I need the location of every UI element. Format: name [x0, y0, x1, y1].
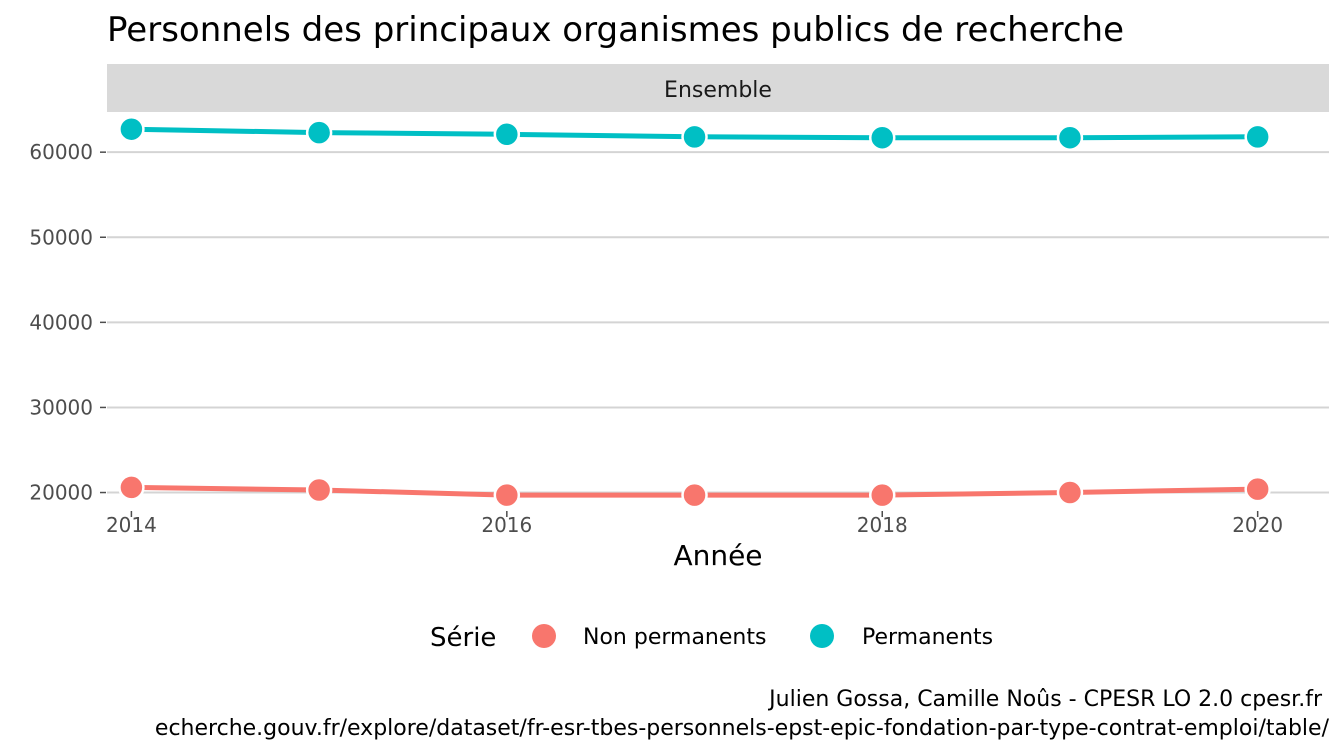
y-tick-label: 30000 — [29, 395, 93, 419]
data-point-non-permanents — [1056, 479, 1084, 506]
data-point-permanents — [1244, 123, 1271, 151]
data-point-non-permanents — [681, 481, 708, 509]
legend: Série Non permanents Permanents — [430, 623, 993, 653]
y-axis: 20000 30000 40000 50000 60000 — [29, 140, 106, 505]
chart-title: Personnels des principaux organismes pub… — [107, 10, 1124, 50]
legend-title: Série — [430, 623, 496, 653]
data-point-non-permanents — [305, 476, 333, 504]
data-point-permanents — [118, 115, 145, 143]
data-point-permanents — [1056, 124, 1084, 151]
y-tick-label: 50000 — [29, 225, 93, 249]
y-tick-label: 60000 — [29, 140, 93, 164]
y-tick-label: 40000 — [29, 310, 93, 334]
y-tick-label: 20000 — [29, 481, 93, 505]
data-point-permanents — [305, 119, 333, 146]
x-tick-label: 2016 — [481, 513, 532, 537]
data-point-permanents — [681, 123, 708, 151]
x-axis: 2014 2016 2018 2020 — [106, 511, 1283, 537]
data-point-non-permanents — [1244, 475, 1271, 503]
facet-label: Ensemble — [664, 78, 772, 103]
legend-label-permanents: Permanents — [862, 625, 993, 650]
x-axis-title: Année — [673, 539, 762, 572]
legend-label-non-permanents: Non permanents — [583, 625, 766, 650]
x-tick-label: 2020 — [1232, 513, 1283, 537]
legend-marker-permanents — [810, 624, 834, 648]
data-point-permanents — [868, 124, 896, 151]
series-lines — [128, 126, 1261, 498]
series-points — [118, 115, 1271, 509]
caption-source-url: echerche.gouv.fr/explore/dataset/fr-esr-… — [155, 716, 1330, 741]
x-tick-label: 2014 — [106, 513, 157, 537]
data-point-non-permanents — [868, 481, 896, 509]
x-tick-label: 2018 — [857, 513, 908, 537]
legend-marker-non-permanents — [532, 624, 556, 648]
data-point-non-permanents — [118, 474, 145, 501]
caption-credits: Julien Gossa, Camille Noûs - CPESR LO 2.… — [767, 687, 1323, 712]
data-point-permanents — [493, 121, 521, 148]
data-point-non-permanents — [493, 481, 521, 509]
facet-strip — [107, 64, 1329, 112]
gridlines — [107, 151, 1329, 494]
